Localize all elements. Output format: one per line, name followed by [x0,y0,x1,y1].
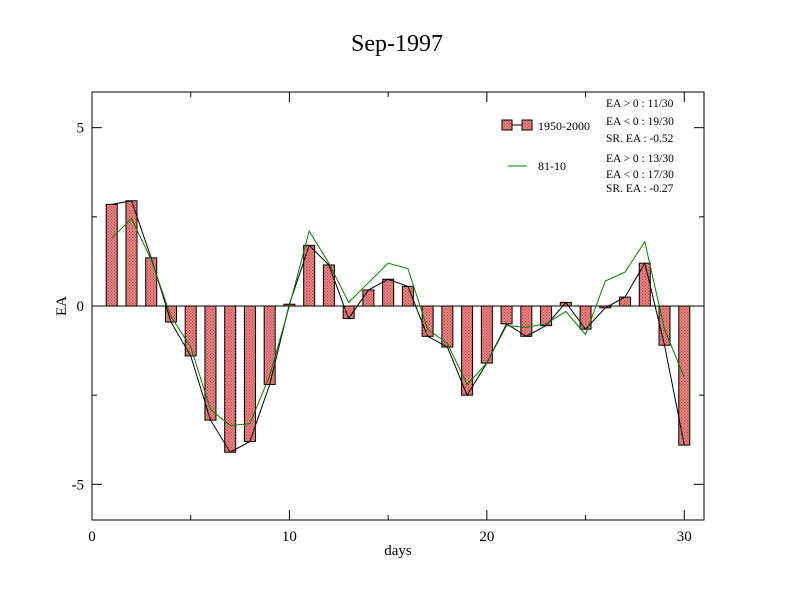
stat-ea-pos-1950-2000: EA > 0 : 11/30 [606,98,674,110]
stat-ea-neg-81-10: EA < 0 : 17/30 [606,169,674,181]
y-tick-label: -5 [72,477,85,493]
bar-day-21 [500,305,513,325]
bar-day-15 [382,278,395,307]
bar-day-1 [105,203,118,307]
legend-label-81-10: 81-10 [538,159,566,173]
bar-day-27 [619,296,632,307]
stat-sr-ea-81-10: SR. EA : -0.27 [606,183,674,195]
x-tick-label: 0 [88,529,96,545]
bar-day-7 [224,305,237,453]
bar-day-2 [125,200,138,307]
stat-ea-pos-81-10: EA > 0 : 13/30 [606,153,674,165]
y-axis-label: EA [54,296,70,316]
bar-day-22 [520,305,533,337]
y-tick-label: 5 [77,121,85,137]
bar-day-19 [461,305,474,396]
x-tick-label: 10 [282,529,297,545]
legend-bar-swatch-right [521,119,533,131]
bar-day-14 [362,289,375,307]
line-series-81-10 [111,217,685,427]
legend-bar-swatch-left [501,119,513,131]
y-tick-label: 0 [77,299,85,315]
bar-day-9 [263,305,276,385]
legend: 1950-2000 81-10 EA > 0 : 11/30 EA < 0 : … [501,98,674,195]
axis-ticks: 0 10 20 30 -5 0 5 [72,92,704,545]
legend-label-1950-2000: 1950-2000 [538,119,590,133]
bar-day-3 [145,257,158,307]
bar-day-11 [303,244,316,307]
x-axis-label: days [384,543,412,559]
x-tick-label: 20 [479,529,494,545]
bar-day-8 [243,305,256,443]
bars-1950-2000 [105,200,691,453]
stat-sr-ea-1950-2000: SR. EA : -0.52 [606,133,674,145]
line-series-1950-2000 [111,200,685,453]
chart-title: Sep-1997 [351,31,443,57]
bar-day-6 [204,305,217,421]
bar-day-23 [540,305,553,327]
x-tick-label: 30 [677,529,692,545]
series-lines [111,200,685,453]
stat-ea-neg-1950-2000: EA < 0 : 19/30 [606,116,674,128]
